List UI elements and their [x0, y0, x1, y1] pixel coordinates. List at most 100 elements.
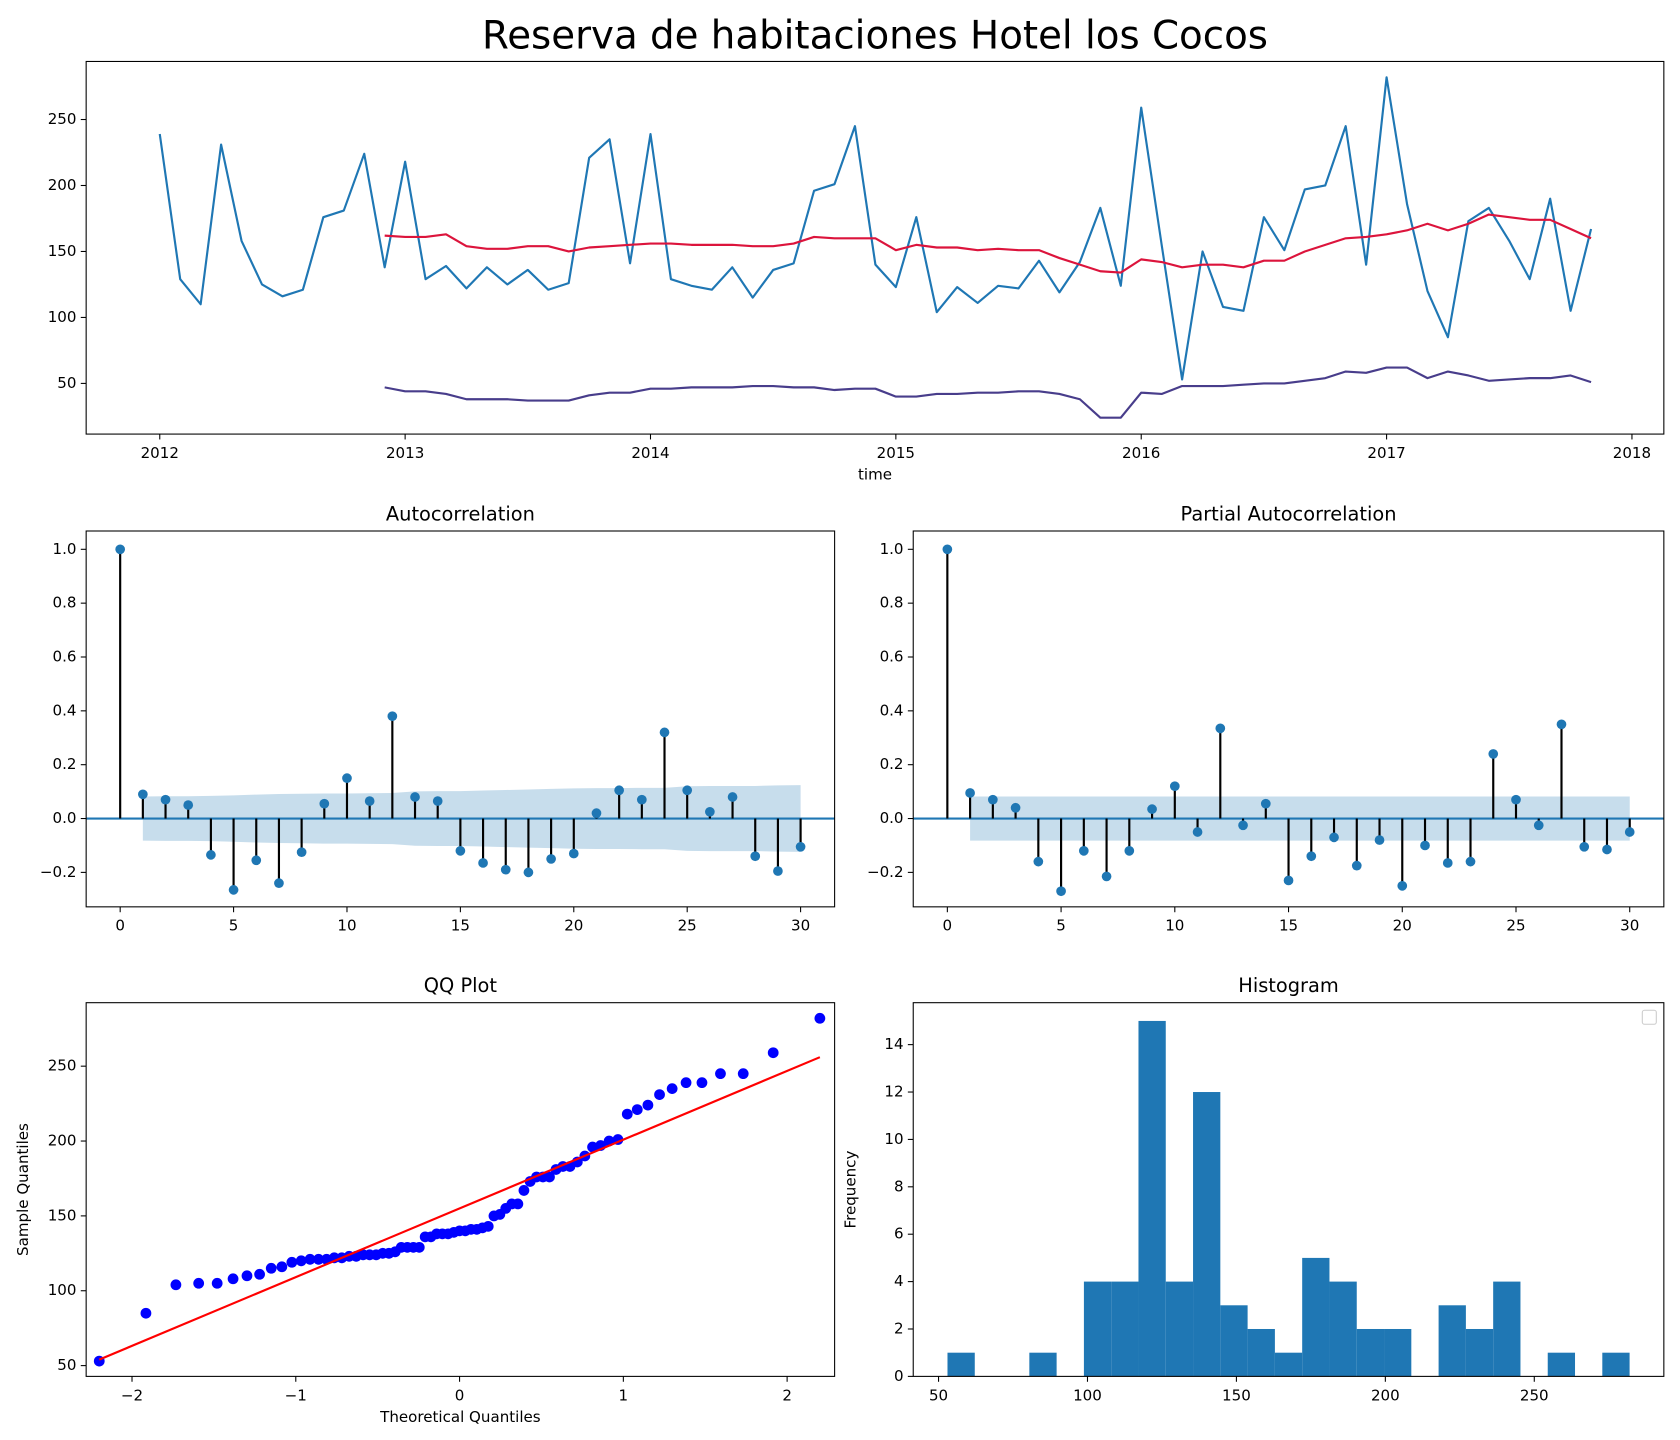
axes-frame: [912, 1002, 1665, 1377]
series-line: [384, 366, 1592, 419]
y-tick-label: 0.0: [880, 809, 904, 827]
point: [642, 1099, 654, 1111]
stem-marker: [160, 794, 171, 805]
stem-marker: [1169, 781, 1180, 792]
y-tick-label: 6: [894, 1225, 904, 1243]
x-tick-label: 10: [1165, 917, 1184, 935]
stem-marker: [705, 806, 715, 817]
stem-marker: [682, 785, 693, 796]
subplot-title: Histogram: [1238, 974, 1339, 997]
y-tick-label: 1.0: [880, 540, 904, 558]
subplot: Partial Autocorrelation −0.2 0.0 0.2 0.4 0.6 0…: [867, 502, 1665, 935]
stem-marker: [500, 864, 511, 875]
stem-marker: [1101, 871, 1112, 882]
bar: [1274, 1352, 1303, 1377]
stem-marker: [1329, 832, 1339, 843]
bar: [1029, 1352, 1057, 1377]
subplot-title: QQ Plot: [424, 974, 498, 997]
subplot: Histogram 0 2 4 6 8 10 12 14 50 100 150 200 250 Freque…: [841, 974, 1665, 1404]
stem-marker: [614, 785, 624, 796]
stem-marker: [228, 885, 239, 895]
y-tick-label: 50: [57, 1356, 76, 1374]
stem-marker: [342, 773, 352, 783]
x-tick-label: 2014: [631, 444, 669, 462]
x-tick-label: 0: [943, 917, 953, 935]
series-line: [158, 76, 1593, 381]
stem-marker: [387, 711, 398, 722]
y-tick-label: 0.0: [52, 809, 76, 827]
x-tick-label: 5: [1056, 917, 1066, 935]
point: [654, 1089, 665, 1101]
x-tick-label: 200: [1371, 1386, 1400, 1404]
bar: [1465, 1328, 1494, 1377]
stem-marker: [1420, 840, 1430, 851]
x-tick-label: −2: [121, 1386, 143, 1404]
point: [518, 1185, 530, 1196]
x-tick-label: 150: [1222, 1386, 1251, 1404]
x-tick-label: 2012: [141, 444, 179, 462]
y-tick-label: 150: [48, 1206, 77, 1224]
point: [696, 1077, 708, 1089]
x-tick-label: 5: [229, 917, 239, 935]
stem-marker: [1078, 846, 1089, 856]
y-tick-label: 0.2: [880, 755, 904, 773]
bar: [1193, 1092, 1221, 1377]
x-tick-label: 15: [451, 917, 470, 935]
y-tick-label: 2: [894, 1319, 904, 1337]
stem-marker: [1374, 835, 1385, 845]
point: [482, 1220, 494, 1232]
y-axis-label: Sample Quantiles: [14, 1123, 32, 1256]
y-tick-label: 0.2: [52, 755, 76, 773]
stem-marker: [591, 808, 602, 818]
bar: [1329, 1281, 1357, 1377]
subplot: QQ Plot 50 100 150 200 250 −2 −1 0 1 2 Theoretical …: [14, 974, 836, 1426]
subplot-title: Partial Autocorrelation: [1181, 502, 1397, 525]
stem-marker: [1124, 846, 1135, 856]
point: [767, 1047, 779, 1059]
bar: [1165, 1281, 1194, 1377]
stem-marker: [274, 878, 284, 888]
x-tick-label: 15: [1279, 917, 1298, 935]
stem-marker: [455, 846, 466, 856]
stem-marker: [568, 848, 579, 859]
stem-marker: [206, 850, 216, 860]
y-tick-label: 250: [48, 1057, 77, 1075]
point: [211, 1277, 223, 1289]
bar: [1247, 1328, 1275, 1377]
series-line: [384, 213, 1592, 274]
stem-marker: [636, 794, 647, 805]
stem-marker: [1465, 856, 1476, 867]
x-tick-label: 0: [455, 1386, 465, 1404]
y-tick-label: 14: [884, 1035, 903, 1053]
stem-marker: [1147, 804, 1157, 814]
point: [544, 1171, 555, 1183]
y-tick-label: 0.8: [880, 594, 904, 612]
stem-marker: [1488, 749, 1499, 759]
x-tick-label: 25: [678, 917, 697, 935]
point: [631, 1104, 643, 1115]
axes-frame: [912, 530, 1665, 908]
x-tick-label: 10: [337, 917, 356, 935]
stem-marker: [773, 866, 783, 876]
x-tick-label: 2018: [1613, 444, 1651, 462]
point: [715, 1068, 726, 1080]
point: [313, 1253, 324, 1265]
point: [680, 1077, 692, 1089]
stem-marker: [1397, 881, 1408, 891]
bar: [1438, 1305, 1466, 1377]
bar: [1220, 1305, 1248, 1377]
y-tick-label: 8: [894, 1177, 904, 1195]
y-tick-label: 0.6: [880, 648, 904, 666]
x-tick-label: 30: [1620, 917, 1639, 935]
stem-marker: [1056, 886, 1066, 897]
stem-marker: [319, 798, 330, 809]
point: [286, 1256, 298, 1268]
stem-marker: [942, 544, 953, 555]
point: [587, 1141, 598, 1153]
x-tick-label: 2: [782, 1386, 792, 1404]
stem-marker: [750, 851, 761, 862]
stem-marker: [546, 854, 556, 864]
stem-marker: [965, 788, 975, 798]
